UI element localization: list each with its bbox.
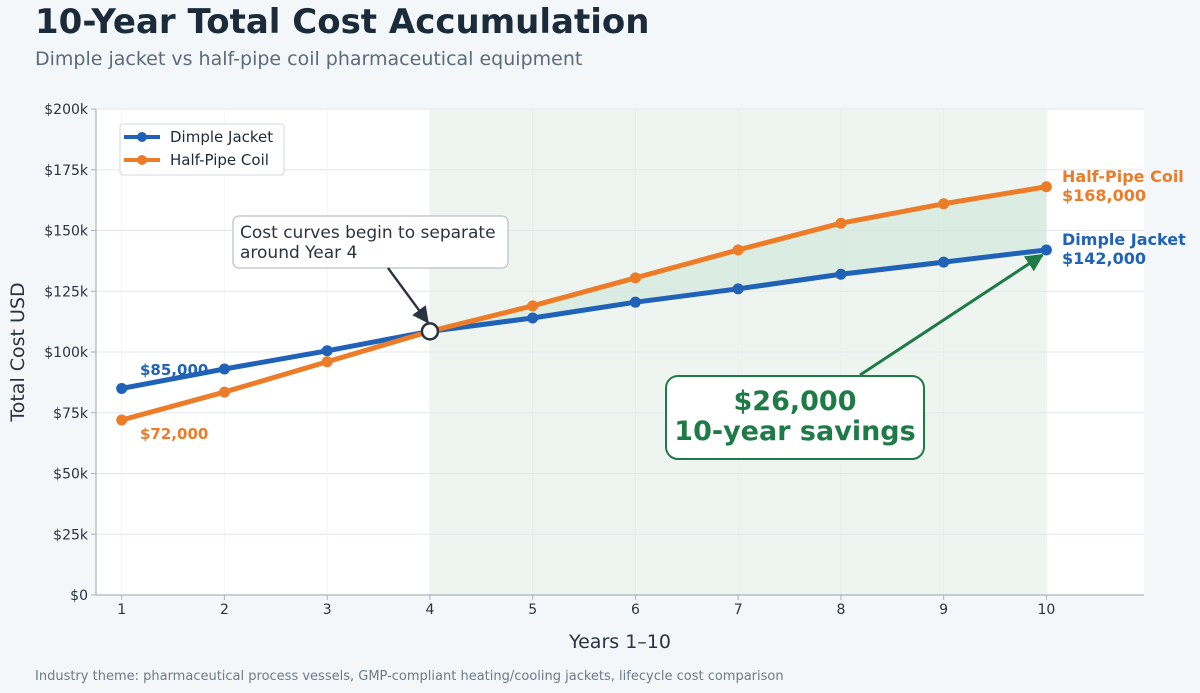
dimple-point-3	[321, 345, 333, 357]
dimple-start-label: $85,000	[140, 361, 208, 379]
x-tick-label-0: 1	[117, 602, 126, 618]
y-tick-label-5: $125k	[44, 284, 89, 300]
x-tick-label-1: 2	[220, 602, 229, 618]
y-tick-label-1: $25k	[53, 527, 89, 543]
halfpipe-point-3	[321, 356, 333, 368]
x-tick-label-9: 10	[1037, 602, 1055, 618]
crossover-callout-line1: Cost curves begin to separate	[240, 223, 496, 243]
savings-area-fill	[429, 186, 1047, 332]
y-tick-label-3: $75k	[53, 406, 89, 422]
legend-label-dimple: Dimple Jacket	[170, 128, 273, 146]
savings-annotation: $26,000 10-year savings	[665, 253, 1044, 460]
halfpipe-start-label: $72,000	[140, 425, 208, 443]
halfpipe-point-9	[938, 198, 950, 210]
legend-marker-dimple	[137, 132, 147, 142]
dimple-point-7	[732, 283, 744, 295]
dimple-end-label-value: $142,000	[1062, 249, 1146, 268]
dimple-point-2	[218, 363, 230, 375]
legend-marker-halfpipe	[137, 155, 147, 165]
y-tick-label-8: $200k	[44, 102, 89, 118]
dimple-point-9	[938, 256, 950, 268]
halfpipe-end-label-name: Half-Pipe Coil	[1062, 167, 1184, 186]
savings-arrow	[859, 253, 1044, 377]
dimple-point-5	[527, 312, 539, 324]
dimple-point-6	[629, 296, 641, 308]
x-tick-label-4: 5	[528, 602, 537, 618]
crossover-marker	[420, 322, 440, 341]
halfpipe-point-5	[527, 300, 539, 312]
x-tick-label-2: 3	[323, 602, 332, 618]
page-subtitle: Dimple jacket vs half-pipe coil pharmace…	[35, 48, 583, 70]
legend-box	[119, 123, 285, 176]
x-tick-label-6: 7	[734, 602, 743, 618]
y-tick-label-2: $50k	[53, 467, 89, 483]
savings-amount: $26,000	[734, 386, 857, 417]
footnote: Industry theme: pharmaceutical process v…	[35, 669, 784, 684]
crossover-arrow	[387, 267, 429, 324]
x-tick-label-3: 4	[425, 602, 434, 618]
halfpipe-point-7	[732, 244, 744, 256]
x-tick-label-8: 9	[939, 602, 948, 618]
dimple-series-line	[119, 247, 1049, 391]
x-tick-label-5: 6	[631, 602, 640, 618]
savings-callout-box	[665, 375, 925, 460]
series-layer	[116, 181, 1052, 426]
dimple-point-10	[1040, 244, 1052, 256]
y-tick-label-0: $0	[70, 588, 88, 604]
crossover-callout-box	[232, 215, 509, 269]
halfpipe-end-label-value: $168,000	[1062, 186, 1146, 205]
x-tick-label-7: 8	[836, 602, 845, 618]
halfpipe-series-line	[119, 184, 1049, 423]
dimple-point-8	[835, 268, 847, 280]
crossover-callout-line2: around Year 4	[240, 243, 357, 263]
dimple-point-1	[116, 382, 128, 394]
halfpipe-point-10	[1040, 181, 1052, 193]
x-axis-label: Years 1–10	[568, 631, 671, 653]
crossover-annotation: Cost curves begin to separate around Yea…	[232, 215, 509, 341]
halfpipe-point-8	[835, 217, 847, 229]
y-tick-label-7: $175k	[44, 163, 89, 179]
page-title: 10-Year Total Cost Accumulation	[35, 2, 650, 42]
legend: Dimple Jacket Half-Pipe Coil	[119, 123, 285, 176]
halfpipe-point-1	[116, 414, 128, 426]
legend-label-halfpipe: Half-Pipe Coil	[170, 151, 269, 169]
savings-caption: 10-year savings	[674, 416, 915, 447]
y-axis-label: Total Cost USD	[7, 282, 29, 422]
y-tick-label-4: $100k	[44, 345, 89, 361]
halfpipe-point-6	[629, 272, 641, 284]
axis-ticks: $0 $25k $50k $75k $100k $125k $150k $175k $200k 1…	[44, 102, 1055, 618]
dimple-end-label-name: Dimple Jacket	[1062, 230, 1186, 249]
halfpipe-point-2	[218, 386, 230, 398]
y-tick-label-6: $150k	[44, 224, 89, 240]
